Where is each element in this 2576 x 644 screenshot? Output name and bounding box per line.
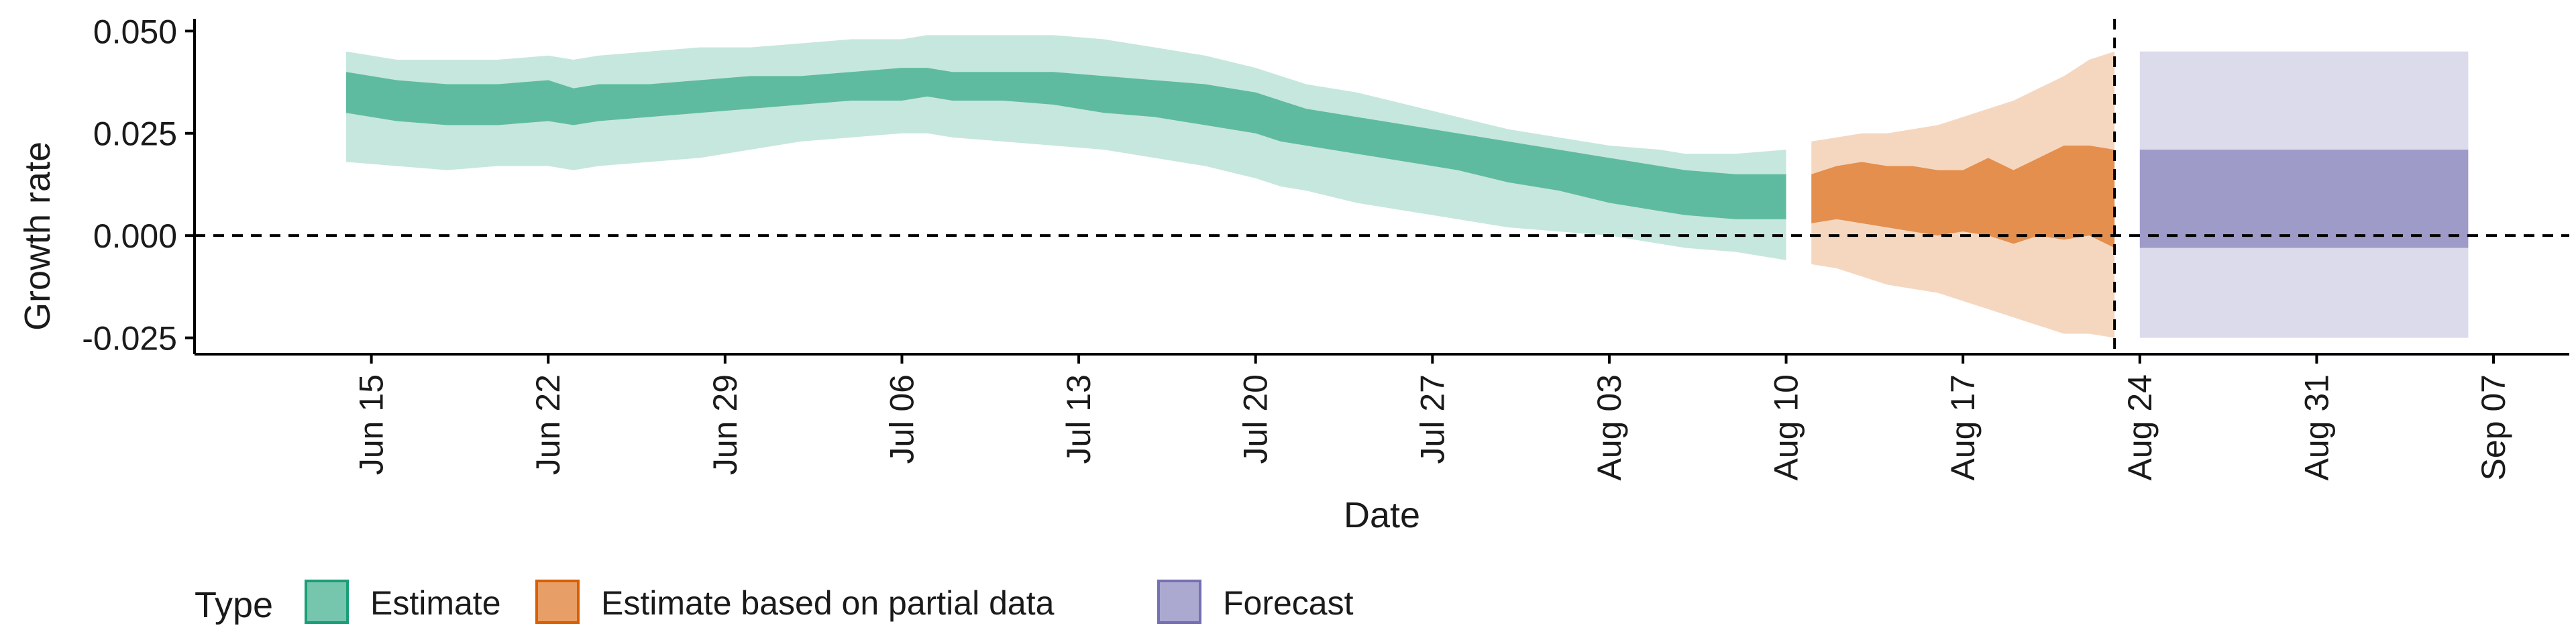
x-tick-label: Aug 17: [1944, 374, 1982, 480]
estimate-band-90: [345, 35, 1786, 260]
y-tick-label: 0.025: [93, 115, 177, 153]
y-tick-label: 0.000: [93, 217, 177, 255]
estimate-based-on-partial-data-band-50: [1811, 146, 2115, 248]
legend-label-estimate-based-on-partial-data: Estimate based on partial data: [601, 584, 1055, 622]
legend-key-estimate: [305, 580, 349, 624]
x-tick-label: Aug 10: [1768, 374, 1805, 480]
legend-title: Type: [195, 585, 273, 625]
x-ticks: Jun 15 Jun 22 Jun 29 Jul 06 Jul 13 Jul 20 Jul …: [353, 354, 2512, 480]
axes-layer: [193, 19, 2569, 356]
y-tick-label: 0.050: [93, 13, 177, 50]
x-tick-label: Aug 24: [2121, 374, 2159, 480]
ribbons-layer: [345, 35, 2469, 338]
x-tick-label: Sep 07: [2475, 374, 2512, 480]
x-tick-label: Jun 22: [529, 374, 567, 475]
reference-lines-layer: [195, 19, 2569, 354]
estimate-band-50: [345, 68, 1786, 219]
x-tick-label: Jul 27: [1413, 374, 1451, 464]
x-tick-label: Aug 03: [1591, 374, 1628, 480]
x-tick-label: Jul 13: [1060, 374, 1097, 464]
y-axis-title: Growth rate: [17, 142, 58, 331]
legend-label-forecast: Forecast: [1223, 584, 1354, 622]
x-axis-title: Date: [1344, 495, 1420, 535]
legend: Type Estimate Estimate based on partial d…: [195, 580, 1354, 625]
legend-key-forecast: [1157, 580, 1201, 624]
x-tick-label: Aug 31: [2298, 374, 2335, 480]
y-ticks: 0.050 0.025 0.000 -0.025: [82, 13, 195, 358]
legend-key-estimate-based-on-partial-data: [535, 580, 580, 624]
forecast-band-50: [2139, 150, 2469, 248]
x-tick-label: Jun 15: [353, 374, 390, 475]
x-tick-label: Jul 06: [883, 374, 920, 464]
x-tick-label: Jun 29: [706, 374, 744, 475]
legend-label-estimate: Estimate: [370, 584, 501, 622]
y-tick-label: -0.025: [82, 320, 177, 358]
x-tick-label: Jul 20: [1237, 374, 1275, 464]
